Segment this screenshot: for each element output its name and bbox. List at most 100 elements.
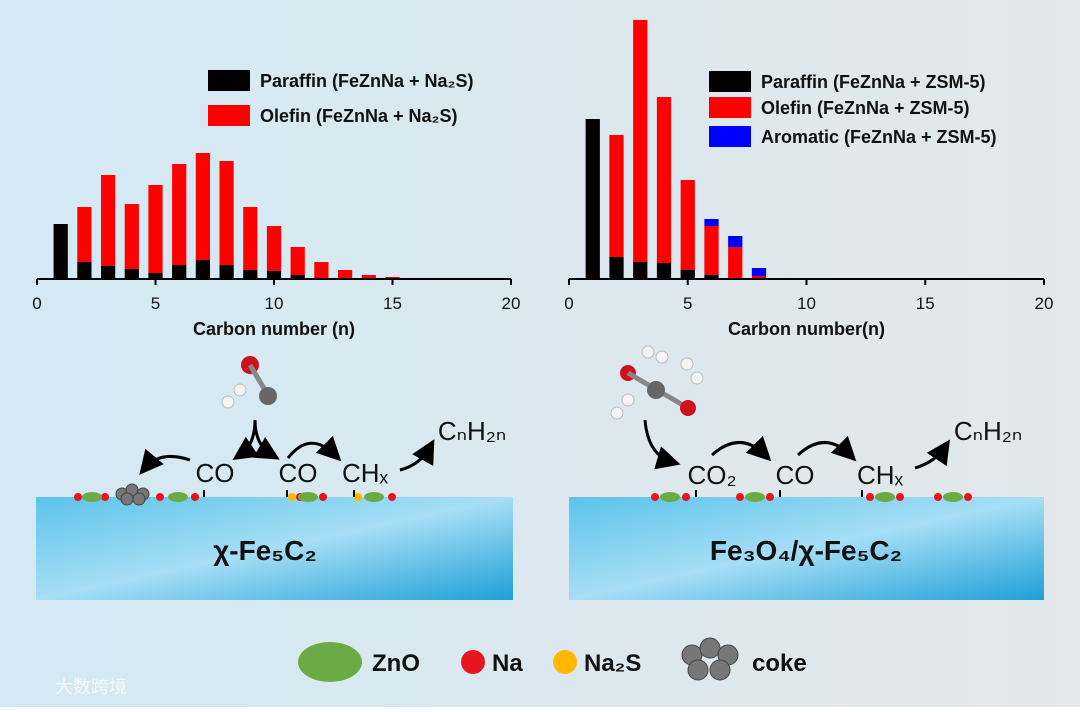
bar [195,260,211,279]
bar [100,266,116,279]
atom [680,400,696,416]
bar [609,135,624,257]
species: CO [196,458,235,488]
x-tick-label: 15 [916,294,935,313]
arrow [711,435,772,462]
bar [195,153,211,260]
bar [77,262,92,279]
bar [148,273,163,279]
atom [221,395,235,409]
arrow [643,419,681,470]
species: CO [776,460,815,490]
bar [633,20,648,262]
x-axis-label: Carbon number(n) [728,319,885,339]
catalyst-label: χ-Fe₅C₂ [213,535,317,566]
na-icon [461,650,485,674]
legend-label: coke [752,650,807,677]
species: CO₂ [687,460,736,490]
x-tick-label: 5 [151,294,160,313]
right-diagram: Fe₃O₄/χ-Fe₅C₂ CO₂ CO CHₓ CₙH₂ₙ [569,345,1044,600]
species: CₙH₂ₙ [438,416,506,446]
bar [680,270,695,279]
bar [243,207,258,270]
legend-swatch [709,71,751,92]
watermark: 大数跨境 [55,677,127,697]
bar [704,219,719,226]
bar [219,265,234,279]
bar [266,271,282,279]
x-tick-label: 5 [683,294,692,313]
bar [124,269,139,279]
legend-swatch [208,70,250,91]
na2s-icon [553,650,577,674]
bar [704,226,719,275]
zno-icon [298,642,362,682]
x-tick-label: 20 [1035,294,1054,313]
bar [290,275,305,279]
legend-label: Olefin (FeZnNa + ZSM-5) [761,98,970,118]
arrow [139,448,191,475]
species: CHₓ [342,458,389,488]
x-tick-label: 10 [797,294,816,313]
bar [337,270,353,279]
coke-icon [681,637,739,681]
legend-label: Aromatic (FeZnNa + ZSM-5) [761,127,997,147]
bar [751,276,767,279]
slab [569,497,1044,600]
bar [751,268,767,276]
bar [172,164,187,265]
bar [609,257,624,279]
legend-swatch [709,97,751,118]
bar [656,263,672,279]
x-tick-label: 15 [383,294,402,313]
atom [233,383,247,397]
slab [36,497,513,600]
arrow [286,435,342,462]
bar [266,226,282,271]
bar [53,224,68,279]
bar [148,185,163,273]
species: CO [279,458,318,488]
bar [656,97,672,263]
x-tick-label: 20 [502,294,521,313]
legend-label: Olefin (FeZnNa + Na₂S) [260,106,458,126]
legend-swatch [208,105,250,126]
bar [728,247,743,279]
bar [314,262,329,279]
left-diagram: χ-Fe₅C₂ CO CO CHₓ CₙH₂ₙ [36,356,513,600]
x-tick-label: 10 [265,294,284,313]
bar [219,161,234,265]
legend-label: Na [492,650,523,677]
bar [290,247,305,275]
legend-swatch [709,126,751,147]
arrow [399,439,435,472]
arrow [796,435,857,462]
x-axis-label: Carbon number (n) [193,319,355,339]
arrow [252,419,280,460]
atom [647,381,665,399]
atom [259,387,277,405]
species: CHₓ [857,460,904,490]
bar [728,236,743,247]
bar [704,275,719,279]
bar [243,270,258,279]
legend-label: Paraffin (FeZnNa + ZSM-5) [761,72,986,92]
bar [100,175,116,266]
charts: 0 5 10 15 20 Carbon number (n) Paraffin (FeZnN… [32,20,1053,339]
bar [172,265,187,279]
bar [77,207,92,262]
bar [585,119,600,279]
catalyst-label: Fe₃O₄/χ-Fe₅C₂ [710,535,902,566]
x-tick-label: 0 [564,294,573,313]
species-legend: ZnO Na Na₂S coke [298,637,807,682]
arrow [914,439,950,470]
legend-label: Paraffin (FeZnNa + Na₂S) [260,71,474,91]
bar [680,180,695,270]
legend-label: Na₂S [584,650,641,677]
bar [361,275,376,279]
species: CₙH₂ₙ [954,416,1022,446]
legend-label: ZnO [372,650,420,677]
x-tick-label: 0 [32,294,41,313]
bar [633,262,648,279]
